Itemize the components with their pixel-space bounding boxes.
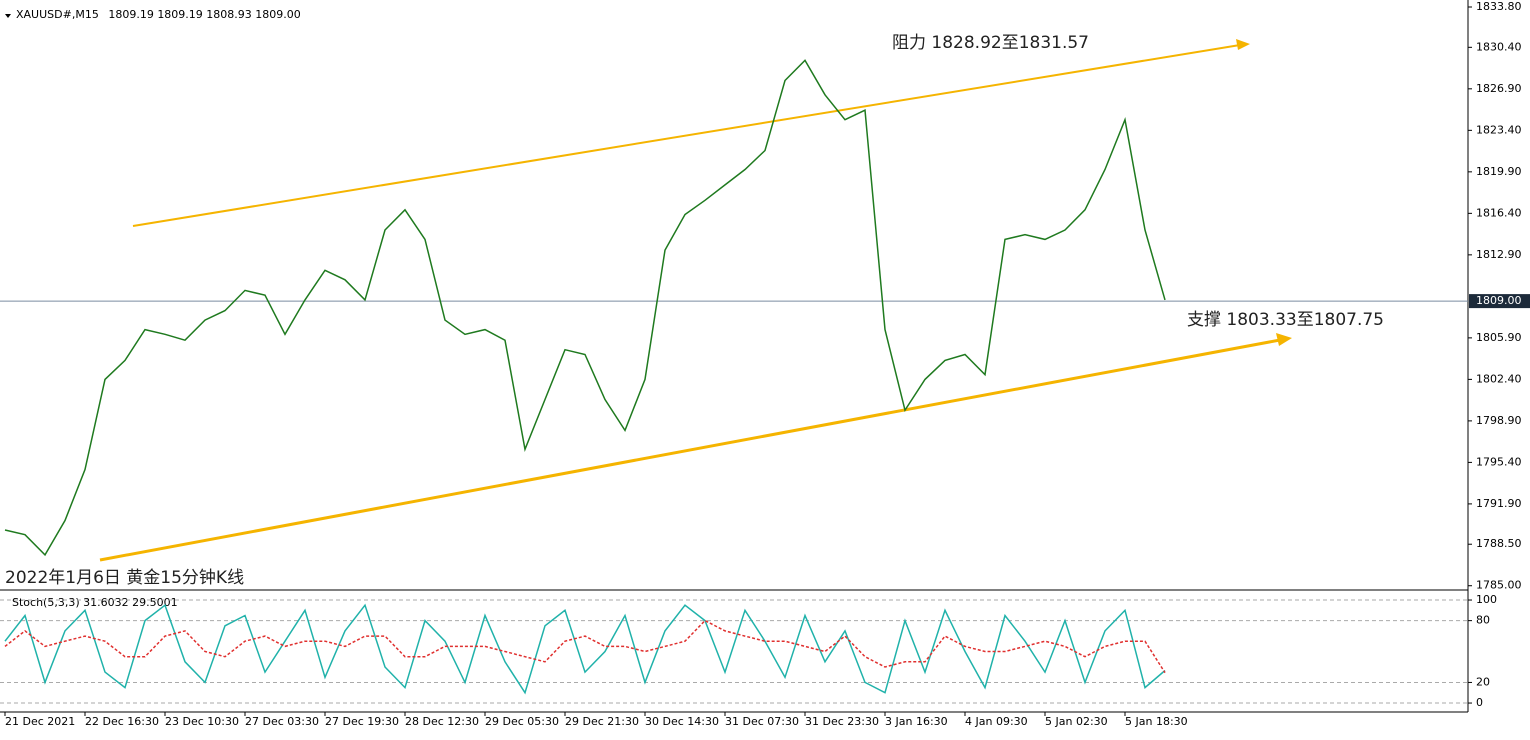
annotation: 支撑 1803.33至1807.75 (1187, 310, 1384, 330)
y-tick-label: 1798.90 (1476, 414, 1522, 427)
x-tick-label: 29 Dec 05:30 (485, 715, 559, 728)
ohlc: 1809.19 1809.19 1808.93 1809.00 (108, 8, 300, 21)
x-tick-label: 31 Dec 07:30 (725, 715, 799, 728)
resistance-line (132, 44, 1241, 227)
y-tick-label: 1785.00 (1476, 579, 1522, 592)
arrow-head (1236, 39, 1250, 50)
last-price-label: 1809.00 (1476, 294, 1522, 307)
series-line (4, 619, 1166, 674)
y-tick-label: 1830.40 (1476, 40, 1522, 53)
series-line (4, 603, 1166, 695)
y-tick-label: 1805.90 (1476, 331, 1522, 344)
series-line (4, 59, 1166, 557)
x-tick-label: 27 Dec 19:30 (325, 715, 399, 728)
x-tick-label: 27 Dec 03:30 (245, 715, 319, 728)
y-tick-label: 1795.40 (1476, 455, 1522, 468)
x-tick-label: 3 Jan 16:30 (885, 715, 948, 728)
support-line (99, 338, 1281, 562)
y-tick-label: 1833.80 (1476, 0, 1522, 13)
x-tick-label: 31 Dec 23:30 (805, 715, 879, 728)
x-tick-label: 23 Dec 10:30 (165, 715, 239, 728)
x-tick-label: 4 Jan 09:30 (965, 715, 1028, 728)
last-price-box (1469, 294, 1530, 309)
x-tick-label: 30 Dec 14:30 (645, 715, 719, 728)
symbol-header: XAUUSD#,M15 1809.19 1809.19 1808.93 1809… (16, 8, 301, 21)
y-tick-label: 80 (1476, 614, 1490, 627)
x-tick-label: 22 Dec 16:30 (85, 715, 159, 728)
x-tick-label: 5 Jan 18:30 (1125, 715, 1188, 728)
y-tick-label: 0 (1476, 696, 1483, 709)
y-tick-label: 1816.40 (1476, 206, 1522, 219)
y-tick-label: 1788.50 (1476, 537, 1522, 550)
arrow-head (1276, 333, 1292, 346)
x-tick-label: 5 Jan 02:30 (1045, 715, 1108, 728)
annotation: 2022年1月6日 黄金15分钟K线 (5, 568, 244, 588)
y-tick-label: 20 (1476, 675, 1490, 688)
symbol: XAUUSD#,M15 (16, 8, 99, 21)
y-tick-label: 100 (1476, 593, 1497, 606)
menu-icon (5, 14, 11, 18)
y-tick-label: 1819.90 (1476, 165, 1522, 178)
x-tick-label: 21 Dec 2021 (5, 715, 75, 728)
annotation: 阻力 1828.92至1831.57 (892, 33, 1089, 53)
indicator-title: Stoch(5,3,3) 31.6032 29.5001 (12, 596, 178, 609)
y-tick-label: 1791.90 (1476, 497, 1522, 510)
y-tick-label: 1823.40 (1476, 123, 1522, 136)
y-tick-label: 1812.90 (1476, 248, 1522, 261)
y-tick-label: 1802.40 (1476, 372, 1522, 385)
y-tick-label: 1826.90 (1476, 82, 1522, 95)
x-tick-label: 28 Dec 12:30 (405, 715, 479, 728)
x-tick-label: 29 Dec 21:30 (565, 715, 639, 728)
